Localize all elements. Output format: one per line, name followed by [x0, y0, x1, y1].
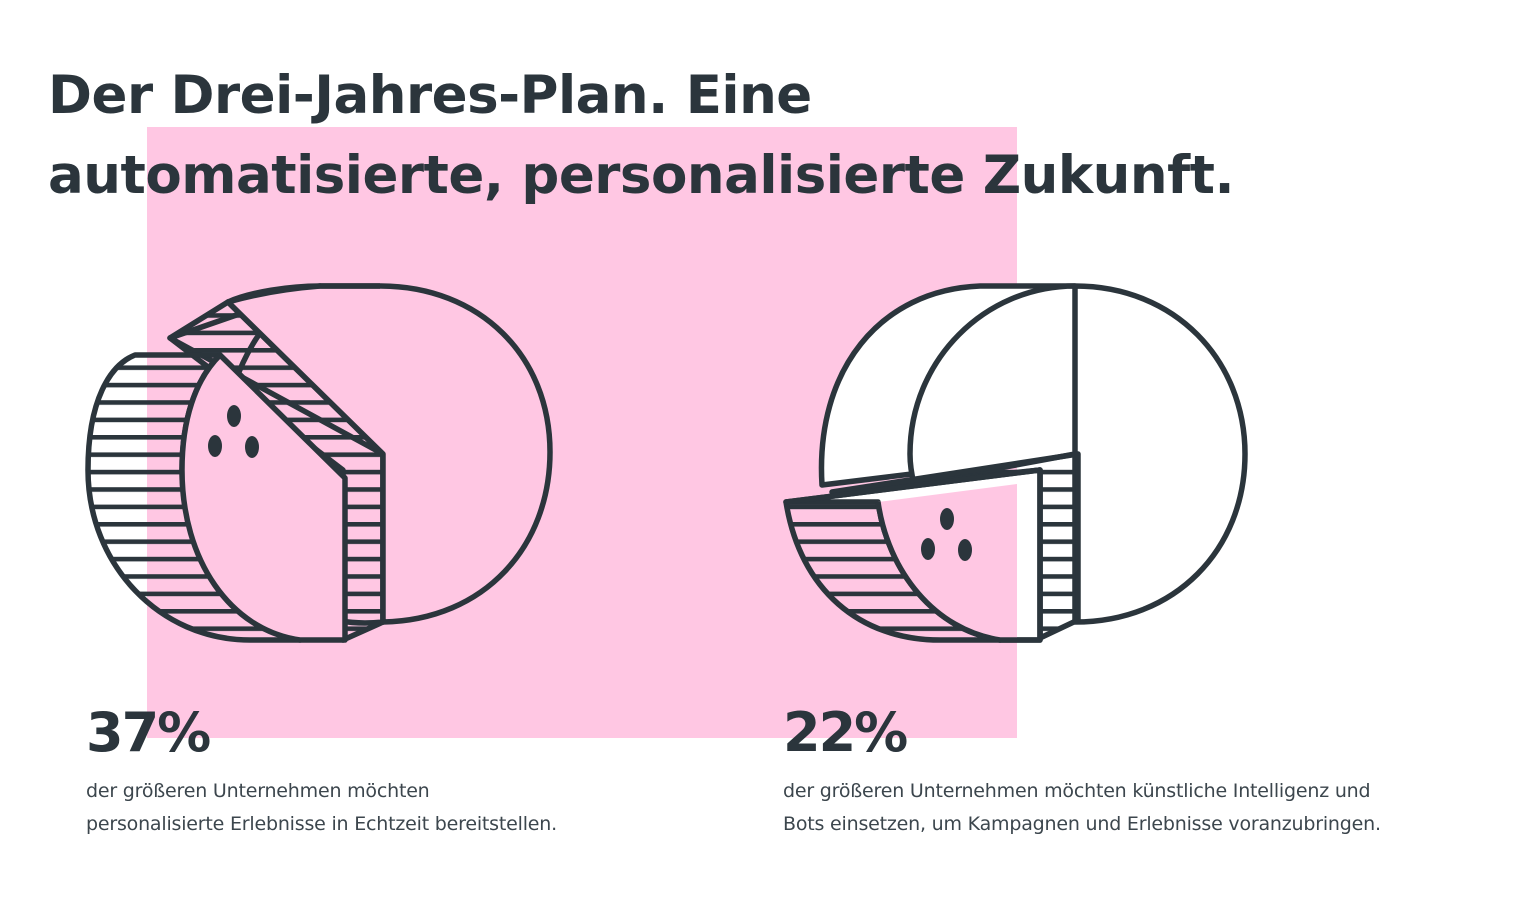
pie-1-large-slice-rim: [226, 283, 380, 305]
stat-caption-1-line-1: der größeren Unternehmen möchten: [86, 780, 430, 802]
title-line-1: Der Drei-Jahres-Plan. Eine: [48, 65, 812, 126]
pie-1-small-slice: [85, 352, 348, 643]
stat-caption-1-line-2: personalisierte Erlebnisse in Echtzeit b…: [86, 813, 557, 835]
page-title: Der Drei-Jahres-Plan. Eine automatisiert…: [48, 56, 1235, 216]
stat-caption-2-line-1: der größeren Unternehmen möchten künstli…: [783, 780, 1371, 802]
pie-1-seed: [227, 405, 241, 427]
pie-2-seed: [921, 538, 935, 560]
pie-1-small-slice-face: [179, 352, 348, 643]
stat-caption-2: der größeren Unternehmen möchten künstli…: [783, 775, 1381, 841]
stat-value-1: 37%: [86, 701, 211, 764]
pie-2-small-slice-outline: [785, 467, 1043, 643]
pie-chart-2: [783, 283, 1248, 643]
stat-block-1: 37% der größeren Unternehmen möchten per…: [86, 703, 557, 841]
title-line-2: automatisierte, personalisierte Zukunft.: [48, 145, 1235, 206]
stat-block-2: 22% der größeren Unternehmen möchten kün…: [783, 703, 1381, 841]
stat-caption-1: der größeren Unternehmen möchten persona…: [86, 775, 557, 841]
pie-2-seed: [940, 508, 954, 530]
pie-1-seed: [245, 436, 259, 458]
stat-caption-2-line-2: Bots einsetzen, um Kampagnen und Erlebni…: [783, 813, 1381, 835]
pie-chart-1: [85, 283, 553, 643]
stat-value-2: 22%: [783, 701, 908, 764]
pie-1-seed: [208, 435, 222, 457]
pie-2-seed: [958, 539, 972, 561]
pie-2-small-slice-face-tint: [878, 484, 1017, 640]
